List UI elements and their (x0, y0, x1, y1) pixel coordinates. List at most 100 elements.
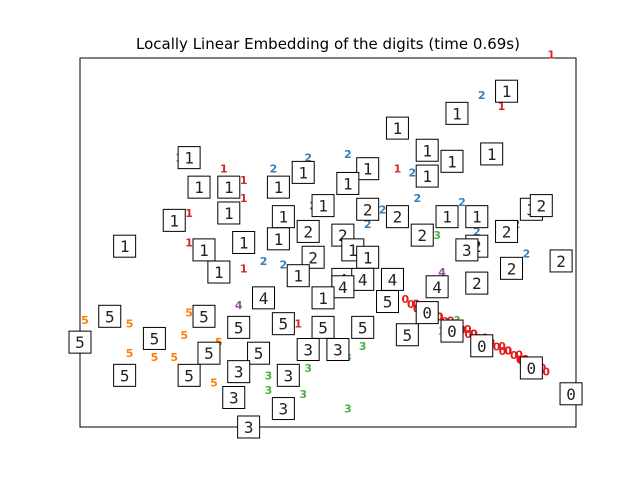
thumbnail-digit: 2 (536, 197, 546, 216)
thumbnail-frame (187, 175, 211, 199)
thumbnail-digit: 2 (308, 248, 318, 267)
thumbnail-frame (480, 142, 504, 166)
point-label: 0 (464, 323, 472, 336)
thumbnail-digit: 5 (199, 307, 209, 326)
point-label: 2 (473, 225, 481, 238)
thumbnail-frame (326, 338, 350, 362)
point-label: 0 (505, 344, 513, 357)
point-label: 0 (464, 328, 472, 341)
thumbnail-digit: 0 (422, 304, 432, 323)
digit-thumbnail: 4 (425, 275, 449, 299)
thumbnail-digit: 3 (229, 388, 239, 407)
digit-thumbnail: 1 (445, 101, 469, 125)
thumbnail-frame (425, 275, 449, 299)
thumbnail-digit: 0 (566, 385, 576, 404)
chart-title: Locally Linear Embedding of the digits (… (136, 35, 520, 53)
thumbnail-digit: 2 (303, 222, 313, 241)
thumbnail-frame (266, 227, 290, 251)
point-label: 3 (359, 340, 367, 353)
thumbnail-digit: 5 (184, 366, 194, 385)
point-label: 0 (498, 340, 506, 353)
digit-thumbnail: 2 (495, 219, 519, 243)
point-label: 2 (270, 163, 278, 176)
point-label: 1 (240, 262, 248, 275)
point-label: 2 (413, 192, 421, 205)
digit-thumbnail: 5 (197, 341, 221, 365)
digit-thumbnail: 1 (495, 79, 519, 103)
thumbnail-digit: 1 (194, 178, 204, 197)
point-label: 0 (516, 353, 524, 366)
digit-thumbnail: 1 (113, 234, 137, 258)
thumbnail-digit: 5 (403, 326, 413, 345)
thumbnail-digit: 1 (318, 289, 328, 308)
thumbnail-frame (470, 334, 494, 358)
thumbnail-digit: 5 (204, 344, 214, 363)
point-label: 1 (185, 237, 193, 250)
thumbnail-frame (237, 415, 261, 439)
thumbnail-frame (301, 245, 325, 269)
point-label: 0 (515, 349, 523, 362)
digit-thumbnail: 1 (356, 157, 380, 181)
point-label: 5 (185, 307, 193, 320)
digit-thumbnail: 1 (415, 138, 439, 162)
thumbnail-digit: 3 (283, 366, 293, 385)
thumbnail-frame (440, 149, 464, 173)
thumbnail-digit: 1 (422, 141, 432, 160)
digit-thumbnail: 5 (395, 323, 419, 347)
point-label: 5 (151, 351, 159, 364)
thumbnail-digit: 1 (184, 149, 194, 168)
thumbnail-frame (207, 260, 231, 284)
digit-thumbnail: 3 (237, 415, 261, 439)
thumbnail-frame (415, 138, 439, 162)
thumbnail-digit: 5 (254, 344, 264, 363)
thumbnail-frame (162, 208, 186, 232)
digit-thumbnail: 1 (207, 260, 231, 284)
thumbnail-digit: 3 (279, 400, 289, 419)
point-label: 2 (408, 166, 416, 179)
digit-thumbnail: 3 (222, 385, 246, 409)
thumbnail-digit: 1 (169, 211, 179, 230)
digit-thumbnail: 1 (356, 245, 380, 269)
plot-area (79, 57, 577, 428)
thumbnail-digit: 1 (487, 145, 497, 164)
point-label: 2 (478, 89, 486, 102)
point-label: 4 (438, 266, 446, 279)
thumbnail-digit: 4 (432, 278, 442, 297)
thumbnail-digit: 5 (279, 315, 289, 334)
point-label: 5 (81, 314, 89, 327)
thumbnail-frame (495, 79, 519, 103)
thumbnail-frame (440, 319, 464, 343)
digit-thumbnail: 2 (296, 219, 320, 243)
point-label: 2 (379, 203, 387, 216)
thumbnail-frame (465, 271, 489, 295)
thumbnail-digit: 1 (502, 82, 512, 101)
thumbnail-frame (177, 363, 201, 387)
thumbnail-frame (376, 290, 400, 314)
point-label: 1 (498, 100, 506, 113)
thumbnail-frame (227, 360, 251, 384)
point-label: 2 (304, 152, 312, 165)
digit-thumbnail: 1 (286, 264, 310, 288)
digit-thumbnail: 3 (271, 397, 295, 421)
digit-thumbnail: 2 (529, 194, 553, 218)
thumbnail-frame (311, 194, 335, 218)
thumbnail-digit: 4 (259, 289, 269, 308)
digit-thumbnail: 1 (232, 231, 256, 254)
thumbnail-frame (271, 397, 295, 421)
digit-thumbnail: 0 (440, 319, 464, 343)
thumbnail-digit: 5 (234, 318, 244, 337)
thumbnail-digit: 4 (388, 270, 398, 289)
thumbnail-frame (465, 205, 489, 229)
thumbnail-digit: 1 (298, 163, 308, 182)
thumbnail-digit: 1 (348, 241, 358, 260)
digit-thumbnail: 1 (311, 286, 335, 310)
digit-thumbnail: 1 (266, 175, 290, 199)
thumbnail-frame (415, 301, 439, 325)
point-label: 0 (499, 345, 507, 358)
thumbnail-digit: 2 (507, 259, 517, 278)
digit-thumbnail: 1 (311, 194, 335, 218)
digit-thumbnail: 5 (271, 312, 295, 336)
thumbnail-digit: 1 (363, 160, 373, 179)
thumbnail-digit: 1 (442, 208, 452, 227)
thumbnail-digit: 1 (343, 174, 353, 193)
